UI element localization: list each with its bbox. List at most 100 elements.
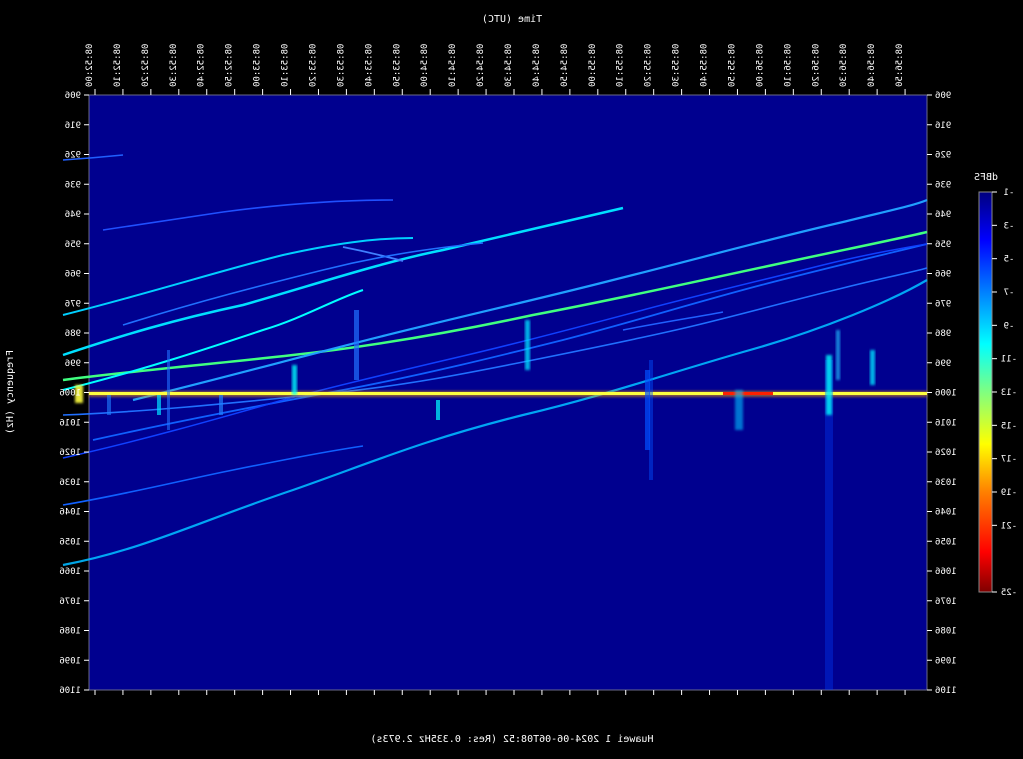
x-tick-label: 08:54:40 (532, 44, 542, 87)
y-tick-label: 986 (935, 329, 951, 339)
burst (157, 395, 161, 415)
bursts (75, 310, 875, 690)
y-tick-label: 956 (935, 240, 951, 250)
signal-trace (62, 230, 928, 382)
y-tick-label: 1006 (935, 389, 957, 399)
x-tick-label: 08:55:20 (644, 44, 654, 87)
x-tick-label: 08:53:50 (392, 44, 402, 87)
x-tick-label: 08:55:30 (672, 44, 682, 87)
x-tick-label: 08:52:00 (85, 44, 95, 87)
colorbar-tick-label: -25 (1001, 588, 1017, 598)
y-tick-label: 1056 (935, 537, 957, 547)
x-tick-label: 08:54:20 (476, 44, 486, 87)
signal-traces (62, 154, 928, 567)
signal-trace (342, 246, 404, 262)
x-tick-label: 08:53:30 (336, 44, 346, 87)
signal-trace (62, 279, 928, 567)
y-tick-label: 1056 (59, 537, 81, 547)
y-axis-ticks-left: 906 916 926 936 946 956 966 976 986 996 1006 1016 10… (927, 91, 957, 696)
y-tick-label: 1096 (59, 656, 81, 666)
y-tick-label: 1006 (59, 389, 81, 399)
colorbar-tick-label: -11 (1001, 355, 1017, 365)
y-tick-label: 1026 (935, 448, 957, 458)
y-tick-label: 916 (935, 121, 951, 131)
signal-trace (62, 154, 124, 161)
burst (836, 330, 840, 380)
y-tick-label: 1066 (59, 567, 81, 577)
y-tick-label: 1016 (935, 418, 957, 428)
signal-trace (622, 311, 724, 331)
y-tick-label: 906 (65, 91, 81, 101)
y-tick-label: 946 (935, 210, 951, 220)
signal-trace (102, 199, 394, 231)
signal-trace (62, 289, 364, 391)
y-axis-title: Frequency (Hz) (5, 350, 16, 434)
burst (735, 390, 743, 430)
signal-trace (122, 242, 484, 326)
x-tick-label: 08:53:10 (281, 44, 291, 87)
x-tick-label: 08:55:10 (616, 44, 626, 87)
y-tick-label: 996 (935, 359, 951, 369)
y-tick-label: 1066 (935, 567, 957, 577)
burst (354, 310, 359, 380)
y-tick-label: 1036 (59, 478, 81, 488)
signal-trace (62, 237, 414, 316)
x-tick-label: 08:53:40 (364, 44, 374, 87)
y-tick-label: 1076 (59, 597, 81, 607)
burst (219, 395, 223, 415)
y-tick-label: 1046 (935, 508, 957, 518)
burst (107, 395, 111, 415)
y-tick-label: 1096 (935, 656, 957, 666)
x-axis-ticks: 08:52:00 08:52:10 08:52:20 08:52:30 08:52:40… (85, 44, 906, 695)
colorbar-tick-label: -19 (1001, 488, 1017, 498)
burst (525, 320, 530, 370)
carrier-line-hot (723, 392, 773, 395)
burst (645, 370, 650, 450)
burst (292, 365, 297, 395)
colorbar-tick-label: -5 (1004, 255, 1015, 265)
y-tick-label: 976 (935, 299, 951, 309)
burst (167, 350, 170, 430)
carrier-line (89, 391, 927, 397)
y-tick-label: 1036 (935, 478, 957, 488)
x-tick-label: 08:53:00 (253, 44, 263, 87)
x-tick-label: 08:56:30 (839, 44, 849, 87)
colorbar: dBFS -25 -21 -19 -17 -15 -13 -11 -9 -7 -5 -3 -1 (974, 172, 1017, 598)
burst (649, 360, 653, 480)
signal-trace (92, 243, 928, 441)
x-axis-title: Time (UTC) (482, 14, 542, 25)
x-tick-label: 08:54:00 (420, 44, 430, 87)
y-tick-label: 1106 (59, 686, 81, 696)
colorbar-tick-label: -9 (1004, 321, 1015, 331)
x-tick-label: 08:55:00 (588, 44, 598, 87)
colorbar-tick-label: -15 (1001, 421, 1017, 431)
colorbar-tick-label: -3 (1004, 221, 1015, 231)
y-tick-label: 1076 (935, 597, 957, 607)
colorbar-ticks: -25 -21 -19 -17 -15 -13 -11 -9 -7 -5 -3 -1 (992, 188, 1017, 598)
y-tick-label: 946 (65, 210, 81, 220)
y-tick-label: 976 (65, 299, 81, 309)
burst (826, 355, 832, 415)
y-tick-label: 956 (65, 240, 81, 250)
x-tick-label: 08:56:40 (867, 44, 877, 87)
signal-trace (62, 243, 928, 459)
signal-trace (132, 198, 928, 402)
y-tick-label: 926 (935, 151, 951, 161)
colorbar-title: dBFS (974, 172, 998, 183)
x-tick-label: 08:52:20 (141, 44, 151, 87)
chart-title: Huawei 1 2024-06-06T08:52 (Res: 0.335Hz … (371, 734, 654, 745)
x-tick-label: 08:56:00 (755, 44, 765, 87)
y-tick-label: 986 (65, 329, 81, 339)
colorbar-tick-label: -7 (1004, 288, 1015, 298)
y-tick-label: 996 (65, 359, 81, 369)
burst (870, 350, 875, 385)
x-tick-label: 08:54:10 (448, 44, 458, 87)
y-tick-label: 916 (65, 121, 81, 131)
y-tick-label: 936 (935, 180, 951, 190)
x-tick-label: 08:52:30 (169, 44, 179, 87)
x-tick-label: 08:55:40 (700, 44, 710, 87)
burst (825, 360, 833, 690)
x-tick-label: 08:52:10 (113, 44, 123, 87)
x-tick-label: 08:56:20 (811, 44, 821, 87)
